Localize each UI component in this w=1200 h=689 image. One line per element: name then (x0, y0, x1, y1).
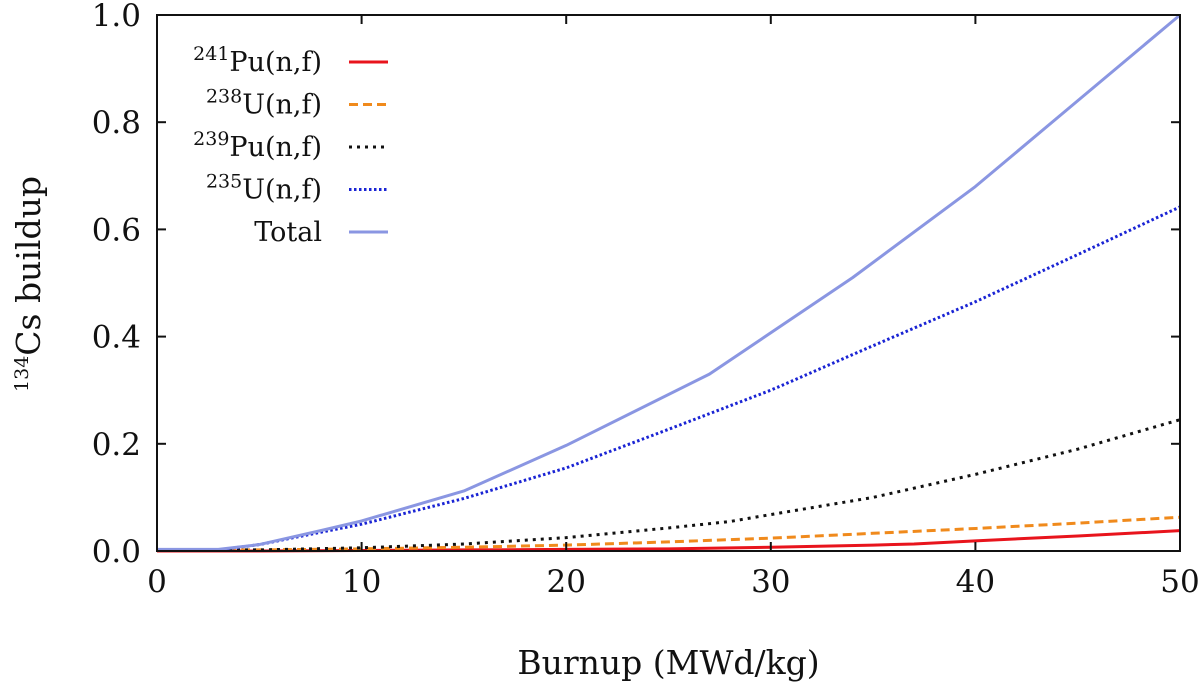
y-tick-label: 0.4 (92, 320, 141, 356)
legend-item-total: Total (254, 217, 388, 248)
legend-item-u235: 235U(n,f) (206, 171, 388, 206)
y-tick-label: 1.0 (92, 0, 141, 34)
tick-layer: 0 10 20 30 40 50 0.0 0.2 0.4 0.6 0.8 1.0 (92, 0, 1200, 600)
legend-label-text: Pu(n,f) (229, 132, 322, 163)
y-tick-label: 0.8 (92, 105, 141, 141)
legend-label-pu241: 241Pu(n,f) (193, 43, 322, 78)
x-tick-label: 40 (956, 564, 995, 600)
legend-label-text: Pu(n,f) (229, 47, 322, 78)
legend-item-u238: 238U(n,f) (206, 86, 388, 121)
x-tick-label: 30 (751, 564, 790, 600)
legend-label-text: Total (254, 217, 322, 248)
legend-label-u238: 238U(n,f) (206, 86, 322, 121)
x-tick-label: 0 (147, 564, 167, 600)
y-axis-title: 134Cs buildup (9, 176, 48, 392)
legend-item-pu241: 241Pu(n,f) (193, 43, 388, 78)
y-axis-title-superscript: 134 (11, 356, 33, 392)
y-tick-label: 0.2 (92, 427, 141, 463)
legend-label-superscript: 241 (193, 43, 229, 65)
legend-label-u235: 235U(n,f) (206, 171, 322, 206)
y-tick-label: 0.0 (92, 534, 141, 570)
legend-label-text: U(n,f) (242, 175, 322, 206)
x-axis-title: Burnup (MWd/kg) (517, 643, 819, 682)
series-line-u235 (157, 205, 1181, 552)
legend-label-pu239: 239Pu(n,f) (193, 128, 322, 163)
legend-item-pu239: 239Pu(n,f) (193, 128, 388, 163)
legend: 241Pu(n,f)238U(n,f)239Pu(n,f)235U(n,f)To… (193, 43, 388, 248)
legend-label-text: U(n,f) (242, 90, 322, 121)
x-tick-label: 50 (1160, 564, 1199, 600)
legend-label-superscript: 235 (206, 171, 242, 193)
x-tick-label: 20 (546, 564, 585, 600)
y-tick-label: 0.6 (92, 212, 141, 248)
y-axis-title-text: Cs buildup (9, 176, 48, 356)
x-tick-label: 10 (342, 564, 381, 600)
legend-label-superscript: 239 (193, 128, 229, 150)
legend-label-superscript: 238 (206, 86, 242, 108)
series-line-pu239 (157, 418, 1181, 552)
plot-frame (156, 14, 1181, 552)
series-line-total (157, 13, 1181, 551)
legend-label-total: Total (254, 217, 322, 248)
